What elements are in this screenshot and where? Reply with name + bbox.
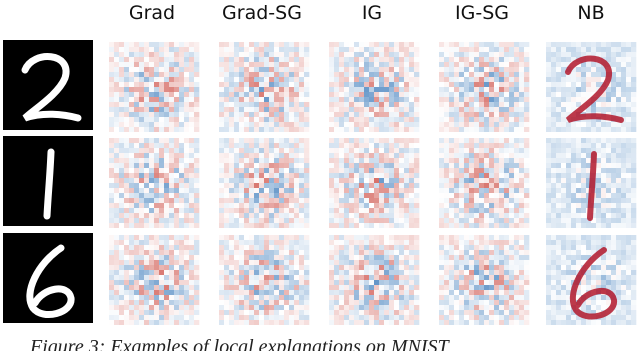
saliency-map (438, 138, 530, 228)
saliency-map (218, 138, 310, 228)
nb-map (545, 42, 637, 132)
saliency-map (218, 42, 310, 132)
saliency-map (108, 138, 200, 228)
nb-map (545, 138, 637, 228)
digit-image (2, 136, 94, 226)
saliency-map (328, 42, 420, 132)
column-header: NB (536, 2, 640, 24)
saliency-map (438, 42, 530, 132)
nb-map (545, 235, 637, 325)
saliency-map (328, 138, 420, 228)
column-header: IG (317, 2, 427, 24)
saliency-map (328, 235, 420, 325)
saliency-map (438, 235, 530, 325)
caption: Figure 3: Examples of local explanations… (30, 336, 449, 351)
saliency-map (108, 42, 200, 132)
column-header: IG-SG (427, 2, 537, 24)
digit-image (2, 233, 94, 323)
digit-image (2, 40, 94, 130)
saliency-map (218, 235, 310, 325)
column-header: Grad-SG (207, 2, 317, 24)
saliency-map (108, 235, 200, 325)
column-header: Grad (97, 2, 207, 24)
